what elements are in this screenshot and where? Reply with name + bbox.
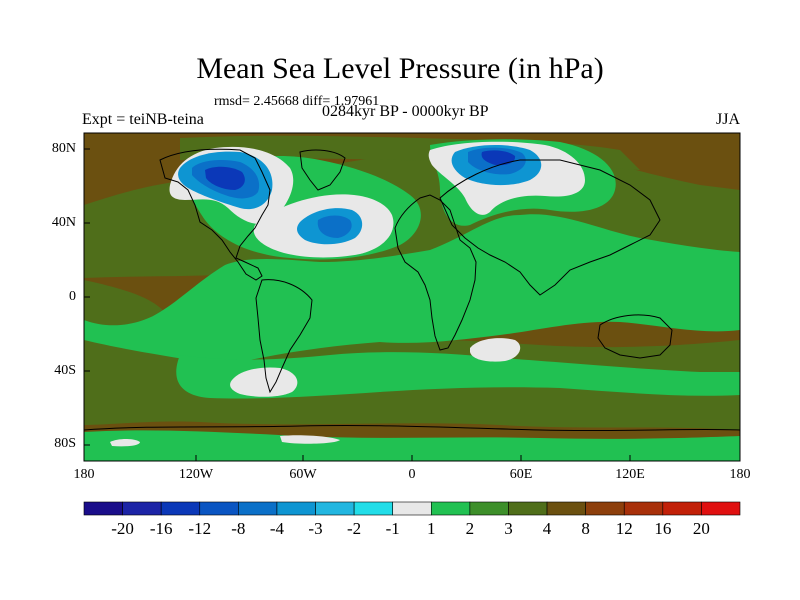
field-low-north-america-dark xyxy=(205,166,245,190)
period-label: 0284kyr BP - 0000kyr BP xyxy=(322,103,489,120)
colorbar-swatch xyxy=(392,501,432,516)
colorbar-swatch xyxy=(353,501,394,516)
colorbar-tick-label: 1 xyxy=(427,519,436,538)
field-green-antarctic xyxy=(84,430,740,461)
field-white-indian-ocean xyxy=(470,338,521,362)
coastlines xyxy=(84,148,740,432)
colorbar-swatch xyxy=(430,501,471,516)
colorbar xyxy=(83,501,741,516)
colorbar-swatch xyxy=(546,501,586,516)
colorbar-tick-label: -4 xyxy=(269,519,285,538)
lon-label-180e: 180 xyxy=(729,467,751,482)
lat-label-80n: 80N xyxy=(51,141,76,156)
colorbar-tick-label: 8 xyxy=(581,519,590,538)
colorbar-tick-label: -1 xyxy=(385,519,400,538)
lon-label-60e: 60E xyxy=(509,467,533,482)
colorbar-tick-label: 20 xyxy=(692,519,710,538)
colorbar-swatch xyxy=(83,501,123,516)
field-white-antarctic-small xyxy=(110,435,340,447)
colorbar-tick-label: 2 xyxy=(465,519,475,538)
colorbar-tick-label: -8 xyxy=(231,519,246,538)
colorbar-swatch xyxy=(508,501,548,516)
lon-label-120w: 120W xyxy=(178,467,214,482)
lon-label-0: 0 xyxy=(408,467,416,482)
stats-text: rmsd= 2.45668 diff= 1.97961 xyxy=(214,94,380,109)
colorbar-swatch xyxy=(662,501,702,516)
colorbar-swatch xyxy=(315,501,355,516)
colorbar-swatch xyxy=(160,501,201,516)
colorbar-tick-label: 4 xyxy=(542,519,552,538)
colorbar-swatch xyxy=(623,501,664,516)
field-white-south-pacific xyxy=(230,367,298,397)
experiment-label: Expt = teiNB-teina xyxy=(82,111,204,128)
field-green-tropics xyxy=(84,214,740,362)
colorbar-swatch xyxy=(701,501,741,516)
colorbar-swatch xyxy=(469,501,509,516)
colorbar-tick-label: -2 xyxy=(347,519,362,538)
colorbar-swatch xyxy=(585,501,625,516)
colorbar-swatch xyxy=(122,501,162,516)
colorbar-tick-label: -12 xyxy=(188,519,212,538)
colorbar-tick-label: 16 xyxy=(654,519,672,538)
lon-label-120e: 120E xyxy=(615,467,645,482)
map-title: Mean Sea Level Pressure (in hPa) xyxy=(196,52,604,85)
colorbar-tick-label: 3 xyxy=(504,519,513,538)
colorbar-swatch xyxy=(238,501,278,516)
lat-label-0: 0 xyxy=(69,289,76,304)
field-green-south-atlantic xyxy=(176,352,740,399)
colorbar-tick-label: -20 xyxy=(111,519,134,538)
pressure-field xyxy=(84,133,740,461)
colorbar-tick-label: 12 xyxy=(615,519,633,538)
colorbar-tick-label: -16 xyxy=(149,519,173,538)
colorbar-swatch xyxy=(276,501,316,516)
lon-label-180w: 180 xyxy=(73,467,95,482)
lon-label-60w: 60W xyxy=(289,467,317,482)
map-ticks xyxy=(84,148,631,461)
colorbar-swatch xyxy=(199,501,239,516)
lat-label-80s: 80S xyxy=(54,436,76,451)
field-low-atlantic-mid xyxy=(317,215,352,238)
colorbar-tick-label: -3 xyxy=(308,519,323,538)
season-label: JJA xyxy=(715,111,740,128)
lat-label-40n: 40N xyxy=(51,215,76,230)
lat-label-40s: 40S xyxy=(54,363,76,378)
field-low-eurasia-dark xyxy=(481,150,516,166)
